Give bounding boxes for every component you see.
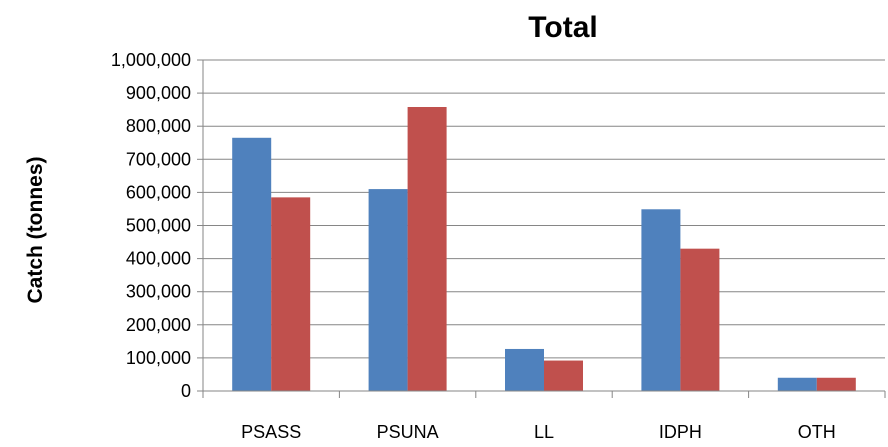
x-category-label: LL bbox=[534, 422, 554, 442]
x-category-label: OTH bbox=[798, 422, 836, 442]
bar-idph-series-1 bbox=[641, 209, 681, 391]
y-tick-labels: 0 100,000 200,000 300,000 400,000 500,000 600,… bbox=[111, 50, 191, 401]
bar-oth-series-2 bbox=[816, 377, 856, 391]
x-category-labels: PSASS PSUNA LL IDPH OTH bbox=[241, 422, 836, 442]
bars bbox=[232, 107, 856, 391]
y-tick-label: 100,000 bbox=[126, 348, 191, 368]
y-tick-label: 800,000 bbox=[126, 116, 191, 136]
y-tick-label: 0 bbox=[181, 381, 191, 401]
bar-ll-series-1 bbox=[505, 348, 544, 391]
bar-psuna-series-2 bbox=[407, 107, 447, 391]
y-tick-label: 1,000,000 bbox=[111, 50, 191, 70]
y-tick-label: 700,000 bbox=[126, 149, 191, 169]
bar-ll-series-2 bbox=[544, 360, 583, 391]
y-axis-label: Catch (tonnes) bbox=[24, 157, 47, 304]
bar-psuna-series-1 bbox=[368, 189, 408, 391]
axes bbox=[197, 59, 886, 398]
chart-title: Total bbox=[528, 11, 597, 44]
bar-idph-series-2 bbox=[680, 248, 720, 391]
y-tick-label: 500,000 bbox=[126, 216, 191, 236]
x-category-label: PSUNA bbox=[377, 422, 439, 442]
x-category-label: PSASS bbox=[241, 422, 301, 442]
y-tick-label: 400,000 bbox=[126, 249, 191, 269]
x-category-label: IDPH bbox=[659, 422, 702, 442]
bar-oth-series-1 bbox=[777, 377, 817, 391]
bar-psass-series-2 bbox=[271, 197, 311, 391]
gridlines bbox=[203, 59, 885, 359]
y-tick-label: 300,000 bbox=[126, 282, 191, 302]
bar-psass-series-1 bbox=[232, 137, 272, 391]
y-tick-label: 600,000 bbox=[126, 182, 191, 202]
y-tick-label: 900,000 bbox=[126, 83, 191, 103]
y-tick-label: 200,000 bbox=[126, 315, 191, 335]
